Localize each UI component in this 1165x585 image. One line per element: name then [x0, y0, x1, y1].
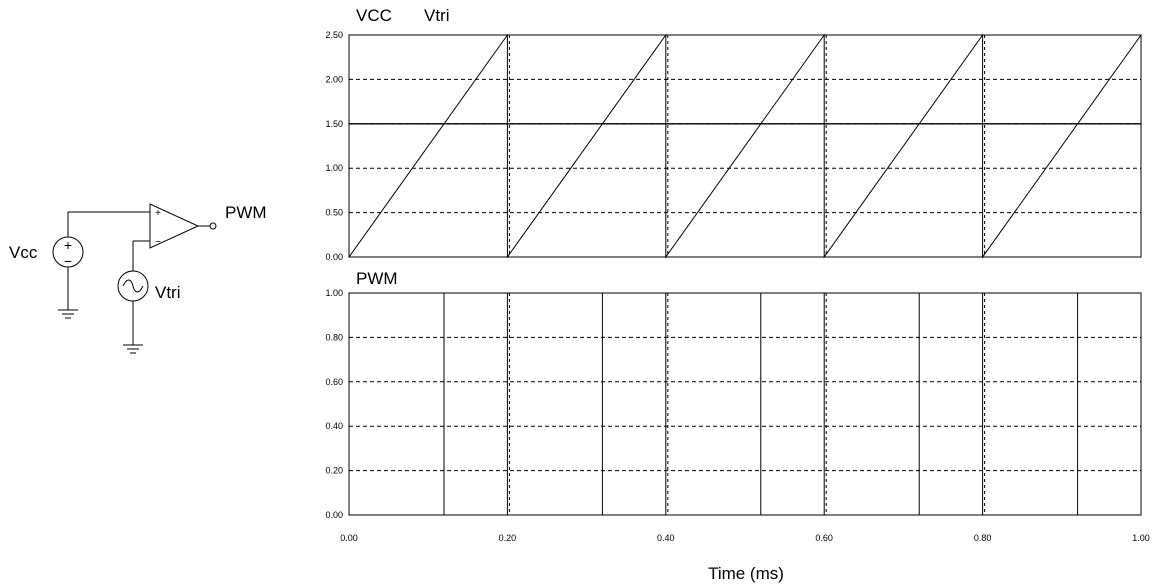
- legend-vcc: VCC: [356, 6, 392, 25]
- top-ytick-label: 1.00: [325, 163, 343, 173]
- bottom-plot-frame: [348, 292, 1142, 516]
- bottom-ytick-label: 0.20: [325, 466, 343, 476]
- xtick-label: 0.60: [815, 533, 833, 543]
- xtick-label: 0.00: [340, 533, 358, 543]
- top-chart-series: [348, 33, 1142, 259]
- vcc-source-minus: −: [64, 253, 72, 269]
- xtick-label: 1.00: [1132, 533, 1150, 543]
- vtri-label: Vtri: [155, 283, 181, 302]
- bottom-chart-grid: [349, 293, 1141, 515]
- comparator-icon: [149, 203, 200, 249]
- top-ytick-label: 1.50: [325, 119, 343, 129]
- top-plot-frame: [348, 34, 1142, 258]
- bottom-chart-xticks: 0.00 0.20 0.40 0.60 0.80 1.00: [340, 533, 1150, 543]
- bottom-ytick-label: 0.00: [325, 510, 343, 520]
- vcc-source-plus: +: [64, 237, 72, 253]
- bottom-ytick-label: 1.00: [325, 288, 343, 298]
- x-axis-label: Time (ms): [708, 564, 784, 583]
- xtick-label: 0.80: [974, 533, 992, 543]
- sine-wave-icon: [122, 279, 144, 293]
- pwm-output-node: [209, 222, 217, 230]
- bottom-chart-series: [349, 292, 1141, 516]
- bottom-ytick-label: 0.80: [325, 332, 343, 342]
- series-pwm-line: [349, 292, 1141, 516]
- legend-vtri: Vtri: [424, 6, 450, 25]
- circuit-schematic: [52, 203, 217, 354]
- top-chart: 0.00 0.50 1.00 1.50 2.00 2.50 VCC Vtri: [325, 6, 1142, 262]
- comparator-minus-sign: −: [155, 237, 161, 248]
- top-ytick-label: 0.50: [325, 208, 343, 218]
- pwm-label: PWM: [225, 203, 267, 222]
- top-ytick-label: 0.00: [325, 252, 343, 262]
- ground-icon: [58, 309, 78, 319]
- top-ytick-label: 2.50: [325, 30, 343, 40]
- legend-pwm: PWM: [356, 269, 398, 288]
- series-vtri-line: [348, 33, 1142, 259]
- comparator-plus-sign: +: [155, 208, 161, 219]
- ground-icon: [123, 344, 143, 354]
- top-ytick-label: 2.00: [325, 74, 343, 84]
- bottom-ytick-label: 0.60: [325, 377, 343, 387]
- xtick-label: 0.20: [499, 533, 517, 543]
- top-chart-yticks: 0.00 0.50 1.00 1.50 2.00 2.50: [325, 30, 343, 262]
- bottom-chart: 0.00 0.20 0.40 0.60 0.80 1.00 0.00 0.20 0.40 0.6…: [325, 269, 1149, 583]
- xtick-label: 0.40: [657, 533, 675, 543]
- bottom-chart-yticks: 0.00 0.20 0.40 0.60 0.80 1.00: [325, 288, 343, 520]
- bottom-ytick-label: 0.40: [325, 421, 343, 431]
- schematic-labels: + − + − Vcc Vtri PWM: [9, 203, 267, 302]
- vcc-label: Vcc: [9, 243, 38, 262]
